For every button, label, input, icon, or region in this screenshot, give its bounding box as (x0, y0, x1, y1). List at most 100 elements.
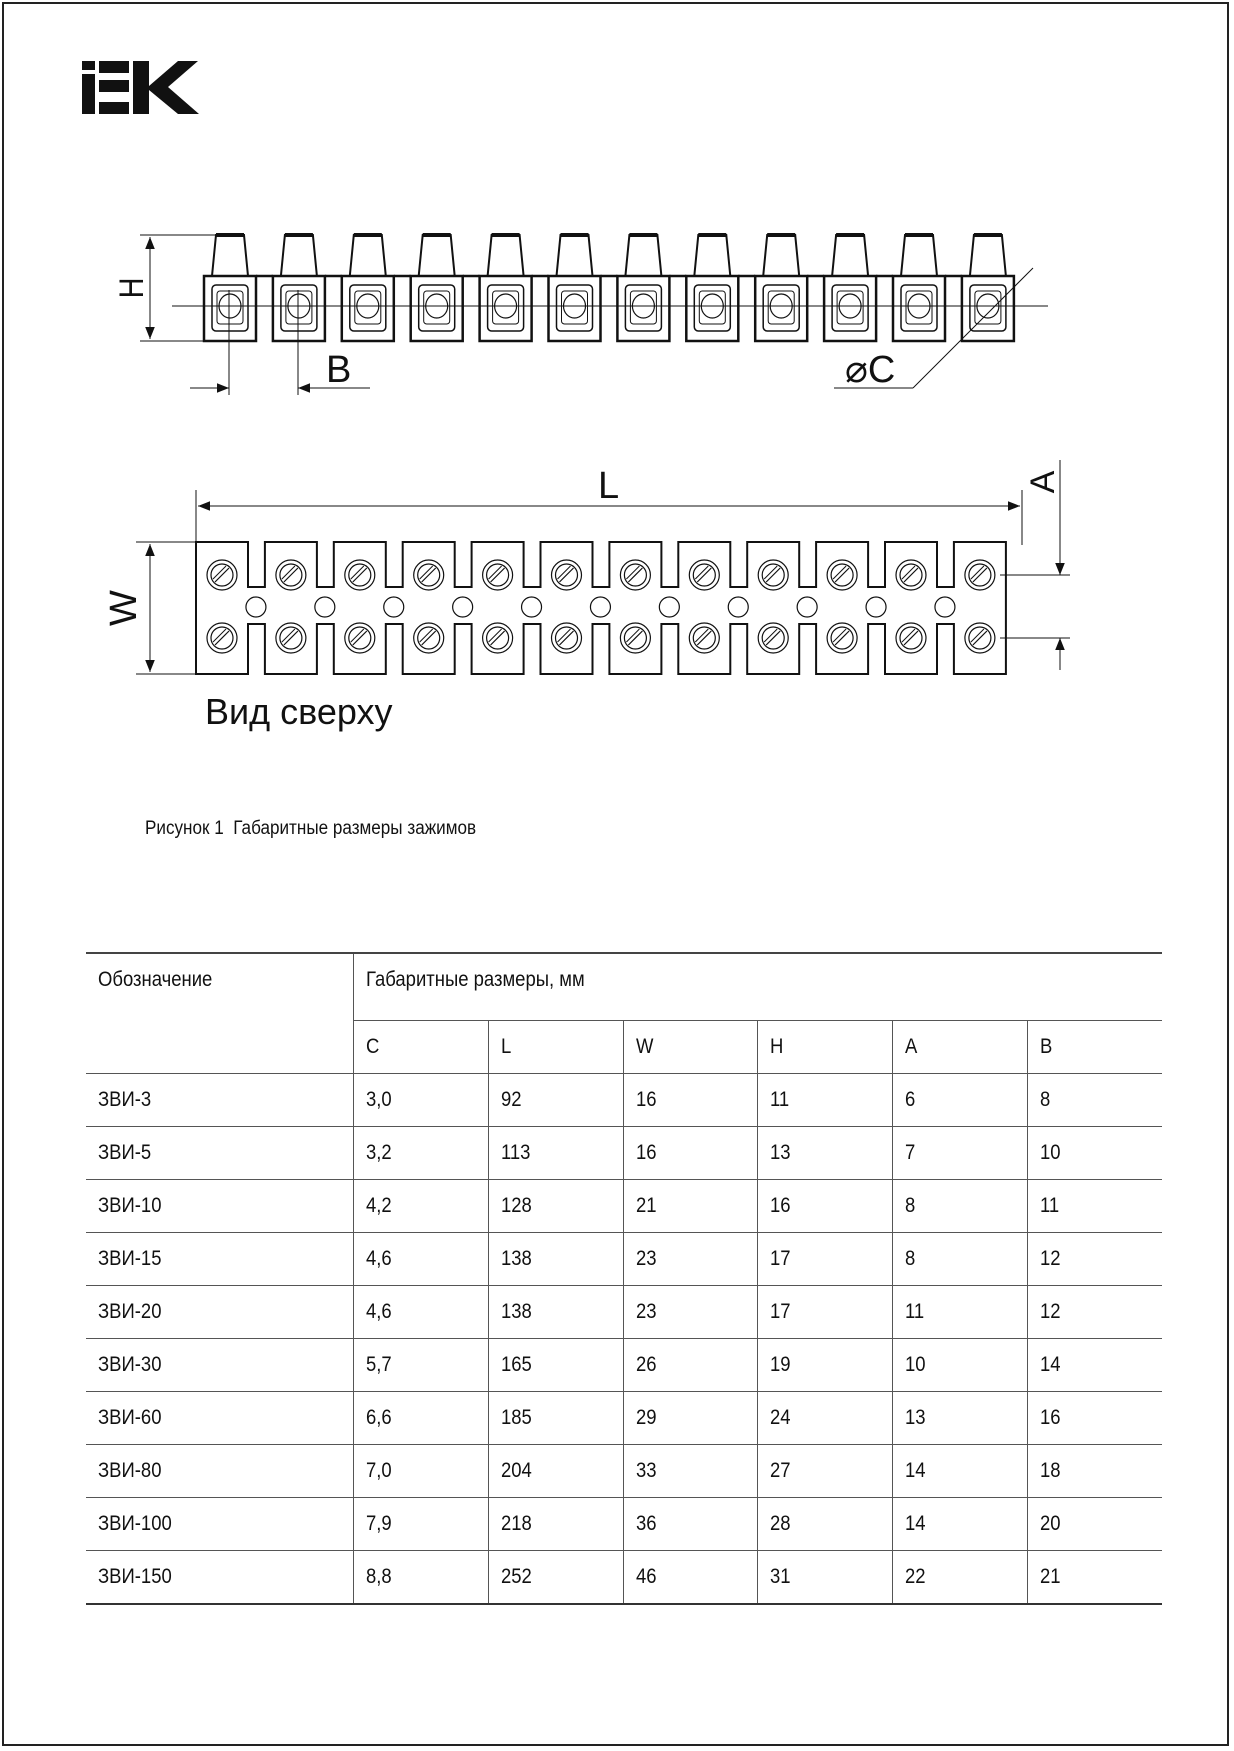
table-cell: 8 (892, 1232, 1028, 1286)
table-cell-text: 6,6 (365, 1406, 392, 1429)
table-cell: 12 (1027, 1285, 1162, 1339)
screw-icon (757, 559, 789, 591)
screw-icon (826, 559, 858, 591)
table-cell-text: 128 (500, 1194, 532, 1217)
table-cell-text: 7,9 (365, 1512, 392, 1535)
mounting-hole (934, 596, 956, 618)
table-cell-text: 13 (905, 1406, 926, 1429)
label-a: A (1024, 470, 1062, 493)
table-cell: 19 (757, 1338, 893, 1392)
table-cell: 3,2 (352, 1126, 489, 1180)
dimensions-table: Обозначение Габаритные размеры, мм C L W H A B З… (86, 952, 1162, 1605)
figure-caption: Рисунок 1 Габаритные размеры зажимов (145, 818, 477, 839)
table-cell-text: 27 (770, 1459, 791, 1482)
screw-icon (275, 622, 307, 654)
table-row: ЗВИ-3 3,0 92 16 11 6 8 (86, 1073, 1162, 1127)
table-cell: 204 (487, 1444, 624, 1498)
table-cell-text: 16 (770, 1194, 791, 1217)
row-designation-text: ЗВИ-5 (98, 1141, 152, 1164)
table-cell-text: 113 (500, 1141, 531, 1164)
table-cell-text: 8,8 (365, 1565, 392, 1588)
column-header: C (352, 1020, 489, 1074)
mounting-hole (383, 596, 405, 618)
table-cell: 28 (757, 1497, 893, 1551)
row-designation-text: ЗВИ-15 (98, 1247, 162, 1270)
table-cell: 16 (622, 1126, 758, 1180)
table-cell-text: 19 (770, 1353, 791, 1376)
table-cell-text: 16 (635, 1141, 657, 1164)
column-header-text: H (770, 1035, 784, 1058)
table-cell: 29 (622, 1391, 758, 1445)
screw-icon (895, 622, 927, 654)
table-cell-text: 4,6 (365, 1247, 392, 1270)
mounting-hole (452, 596, 474, 618)
table-cell: 218 (487, 1497, 624, 1551)
table-cell-text: 36 (635, 1512, 657, 1535)
header-designation-text: Обозначение (98, 968, 213, 991)
screw-icon (482, 622, 514, 654)
row-designation: ЗВИ-15 (86, 1232, 354, 1286)
row-designation: ЗВИ-10 (86, 1179, 354, 1233)
table-cell-text: 29 (635, 1406, 657, 1429)
table-cell-text: 16 (1040, 1406, 1061, 1429)
screw-icon (550, 559, 583, 591)
terminal-side (891, 233, 962, 343)
mounting-hole (245, 596, 267, 618)
table-cell-text: 14 (1040, 1353, 1061, 1376)
table-cell: 17 (757, 1285, 893, 1339)
table-cell: 14 (1027, 1338, 1162, 1392)
terminal-side (960, 233, 1016, 343)
screw-icon (413, 559, 445, 591)
dimension-labels: H B ⌀C L W A Вид сверху (103, 278, 1062, 732)
side-view (202, 233, 1016, 343)
dimension-lines (136, 234, 1070, 675)
screw-icon (688, 622, 720, 654)
mounting-hole (314, 596, 336, 618)
terminal-side (685, 233, 756, 343)
table-cell: 185 (487, 1391, 624, 1445)
table-cell-text: 33 (635, 1459, 657, 1482)
column-header: B (1027, 1020, 1162, 1074)
mounting-hole (727, 596, 749, 618)
view-label: Вид сверху (205, 691, 393, 732)
label-h: H (112, 278, 151, 299)
table-row: ЗВИ-100 7,9 218 36 28 14 20 (86, 1497, 1162, 1551)
column-header: W (622, 1020, 758, 1074)
table-cell-text: 17 (770, 1300, 791, 1323)
table-cell-text: 8 (905, 1194, 916, 1217)
row-designation: ЗВИ-30 (86, 1338, 354, 1392)
table-cell-text: 4,2 (365, 1194, 392, 1217)
table-cell: 14 (892, 1497, 1028, 1551)
column-header: A (892, 1020, 1028, 1074)
terminal-side (616, 233, 687, 343)
table-cell: 31 (757, 1550, 893, 1605)
table-cell: 11 (757, 1073, 893, 1127)
table-cell: 128 (487, 1179, 624, 1233)
screw-icon (619, 622, 652, 654)
table-cell-text: 10 (905, 1353, 926, 1376)
table-cell: 46 (622, 1550, 758, 1605)
row-designation: ЗВИ-100 (86, 1497, 354, 1551)
table-cell-text: 252 (500, 1565, 532, 1588)
table-cell-text: 138 (500, 1300, 532, 1323)
table-cell-text: 138 (500, 1247, 532, 1270)
table-cell-text: 12 (1040, 1300, 1061, 1323)
table-cell: 13 (892, 1391, 1028, 1445)
terminal-side (202, 233, 273, 343)
table-cell-text: 18 (1040, 1459, 1061, 1482)
table-cell: 165 (487, 1338, 624, 1392)
column-header: L (487, 1020, 624, 1074)
table-cell: 4,2 (352, 1179, 489, 1233)
screw-icon (757, 622, 789, 654)
table-cell-text: 28 (770, 1512, 791, 1535)
row-designation-text: ЗВИ-80 (98, 1459, 162, 1482)
table-cell: 21 (1027, 1550, 1162, 1605)
table-cell: 252 (487, 1550, 624, 1605)
table-cell-text: 13 (770, 1141, 791, 1164)
table-cell-text: 8 (905, 1247, 916, 1270)
row-designation-text: ЗВИ-30 (98, 1353, 162, 1376)
table-cell: 6,6 (352, 1391, 489, 1445)
table-cell: 138 (487, 1232, 624, 1286)
table-cell-text: 20 (1040, 1512, 1061, 1535)
